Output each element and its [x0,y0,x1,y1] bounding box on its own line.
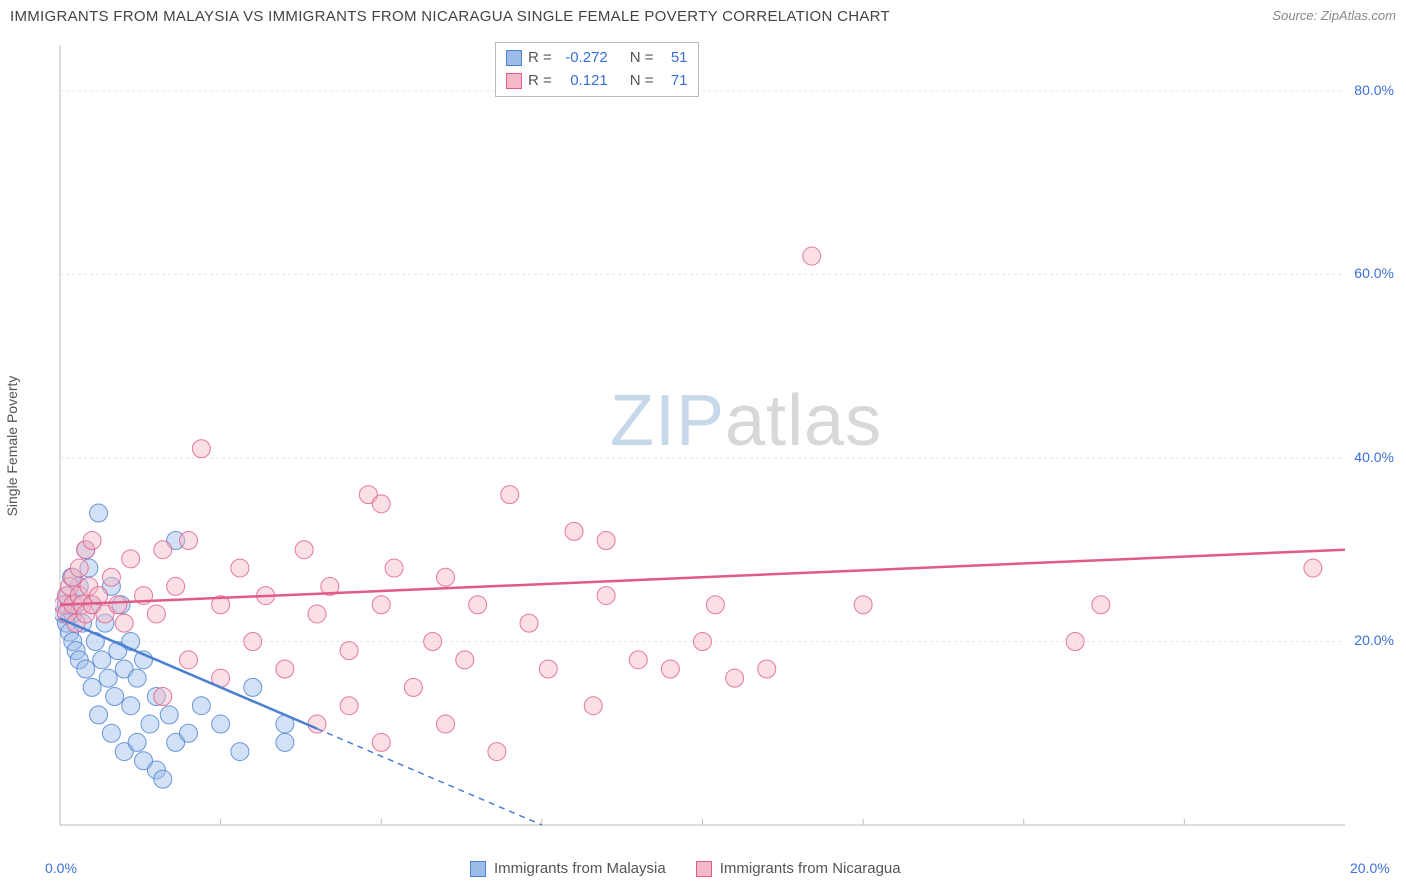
n-value: 51 [660,47,688,70]
y-axis-label: Single Female Poverty [4,376,20,517]
n-label: N = [630,70,654,93]
correlation-stats-box: R = -0.272 N = 51 R = 0.121 N = 71 [495,42,699,97]
scatter-plot-svg [55,40,1385,830]
chart-title: IMMIGRANTS FROM MALAYSIA VS IMMIGRANTS F… [10,8,890,25]
series-swatch [506,50,522,66]
legend-swatch [470,861,486,877]
r-label: R = [528,47,552,70]
series-swatch [506,73,522,89]
legend-item: Immigrants from Nicaragua [696,860,901,877]
y-tick-label: 20.0% [1354,632,1394,648]
x-tick-min: 0.0% [45,860,77,876]
chart-legend: Immigrants from Malaysia Immigrants from … [470,860,901,877]
legend-swatch [696,861,712,877]
r-value: -0.272 [558,47,608,70]
legend-label: Immigrants from Nicaragua [720,860,901,877]
y-tick-label: 40.0% [1354,449,1394,465]
r-label: R = [528,70,552,93]
x-tick-max: 20.0% [1350,860,1390,876]
source-attribution: Source: ZipAtlas.com [1272,8,1396,23]
chart-plot-area [55,40,1385,830]
r-value: 0.121 [558,70,608,93]
y-tick-label: 80.0% [1354,82,1394,98]
legend-label: Immigrants from Malaysia [494,860,666,877]
stats-row: R = -0.272 N = 51 [506,47,688,70]
chart-header: IMMIGRANTS FROM MALAYSIA VS IMMIGRANTS F… [10,8,1396,25]
y-tick-label: 60.0% [1354,265,1394,281]
legend-item: Immigrants from Malaysia [470,860,666,877]
source-label: Source: [1272,8,1317,23]
stats-row: R = 0.121 N = 71 [506,70,688,93]
source-name: ZipAtlas.com [1321,8,1396,23]
n-value: 71 [660,70,688,93]
n-label: N = [630,47,654,70]
